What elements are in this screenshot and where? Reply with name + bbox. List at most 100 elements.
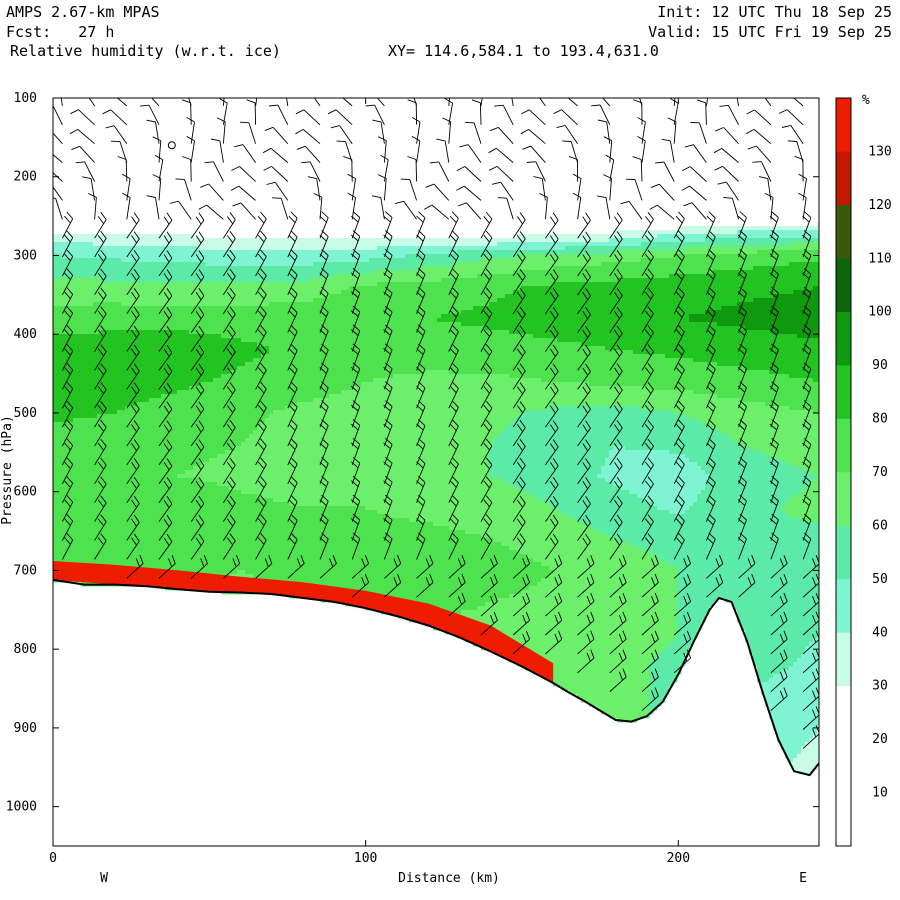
humidity-cell: [661, 254, 665, 258]
humidity-cell: [689, 290, 693, 294]
humidity-cell: [77, 326, 81, 330]
humidity-cell: [757, 302, 761, 306]
humidity-cell: [389, 286, 393, 290]
humidity-cell: [565, 290, 569, 294]
humidity-cell: [569, 306, 573, 310]
humidity-cell: [609, 314, 613, 318]
humidity-cell: [169, 318, 173, 322]
humidity-cell: [493, 314, 497, 318]
humidity-cell: [541, 238, 545, 242]
humidity-cell: [505, 262, 509, 266]
humidity-cell: [673, 334, 677, 338]
humidity-cell: [813, 278, 817, 282]
humidity-cell: [625, 318, 629, 322]
humidity-cell: [329, 254, 333, 258]
humidity-cell: [305, 314, 309, 318]
humidity-cell: [237, 250, 241, 254]
humidity-cell: [249, 302, 253, 306]
humidity-cell: [533, 274, 537, 278]
humidity-cell: [117, 234, 121, 238]
humidity-cell: [525, 274, 529, 278]
humidity-cell: [97, 242, 101, 246]
humidity-cell: [281, 266, 285, 270]
humidity-cell: [145, 258, 149, 262]
humidity-cell: [381, 258, 385, 262]
humidity-cell: [409, 334, 413, 338]
humidity-cell: [697, 238, 701, 242]
humidity-cell: [409, 242, 413, 246]
humidity-cell: [125, 258, 129, 262]
humidity-cell: [425, 258, 429, 262]
humidity-cell: [473, 274, 477, 278]
humidity-cell: [813, 314, 817, 318]
humidity-cell: [189, 318, 193, 322]
humidity-cell: [573, 302, 577, 306]
humidity-cell: [113, 314, 117, 318]
humidity-cell: [345, 294, 349, 298]
humidity-cell: [613, 298, 617, 302]
humidity-cell: [625, 258, 629, 262]
humidity-cell: [537, 294, 541, 298]
humidity-cell: [157, 322, 161, 326]
humidity-cell: [345, 282, 349, 286]
humidity-cell: [245, 298, 249, 302]
humidity-cell: [537, 278, 541, 282]
humidity-cell: [177, 294, 181, 298]
humidity-cell: [301, 330, 305, 334]
humidity-cell: [169, 250, 173, 254]
humidity-cell: [61, 314, 65, 318]
humidity-cell: [757, 310, 761, 314]
humidity-cell: [217, 294, 221, 298]
humidity-cell: [473, 314, 477, 318]
humidity-cell: [601, 234, 605, 238]
humidity-cell: [797, 322, 801, 326]
humidity-cell: [373, 318, 377, 322]
humidity-cell: [505, 294, 509, 298]
humidity-cell: [429, 242, 433, 246]
humidity-cell: [349, 302, 353, 306]
humidity-cell: [701, 250, 705, 254]
humidity-cell: [665, 258, 669, 262]
humidity-cell: [277, 238, 281, 242]
humidity-cell: [365, 278, 369, 282]
humidity-cell: [297, 306, 301, 310]
humidity-cell: [569, 334, 573, 338]
humidity-cell: [781, 314, 785, 318]
humidity-cell: [501, 286, 505, 290]
humidity-cell: [741, 254, 745, 258]
humidity-cell: [593, 270, 597, 274]
humidity-cell: [249, 310, 253, 314]
humidity-cell: [765, 246, 769, 250]
humidity-cell: [57, 242, 61, 246]
humidity-cell: [461, 322, 465, 326]
humidity-cell: [401, 282, 405, 286]
humidity-cell: [185, 318, 189, 322]
humidity-cell: [429, 310, 433, 314]
humidity-cell: [377, 242, 381, 246]
humidity-cell: [185, 298, 189, 302]
humidity-cell: [421, 266, 425, 270]
humidity-cell: [297, 330, 301, 334]
humidity-cell: [281, 330, 285, 334]
humidity-cell: [457, 262, 461, 266]
humidity-cell: [673, 314, 677, 318]
humidity-cell: [205, 286, 209, 290]
humidity-cell: [493, 262, 497, 266]
humidity-cell: [753, 302, 757, 306]
humidity-cell: [313, 270, 317, 274]
humidity-cell: [433, 298, 437, 302]
humidity-cell: [533, 234, 537, 238]
humidity-cell: [465, 242, 469, 246]
humidity-cell: [445, 262, 449, 266]
humidity-cell: [597, 334, 601, 338]
humidity-cell: [737, 226, 741, 230]
humidity-cell: [429, 314, 433, 318]
humidity-cell: [249, 290, 253, 294]
humidity-cell: [273, 278, 277, 282]
humidity-cell: [693, 226, 697, 230]
humidity-cell: [77, 294, 81, 298]
humidity-cell: [657, 250, 661, 254]
humidity-cell: [745, 226, 749, 230]
humidity-cell: [401, 258, 405, 262]
humidity-cell: [217, 278, 221, 282]
